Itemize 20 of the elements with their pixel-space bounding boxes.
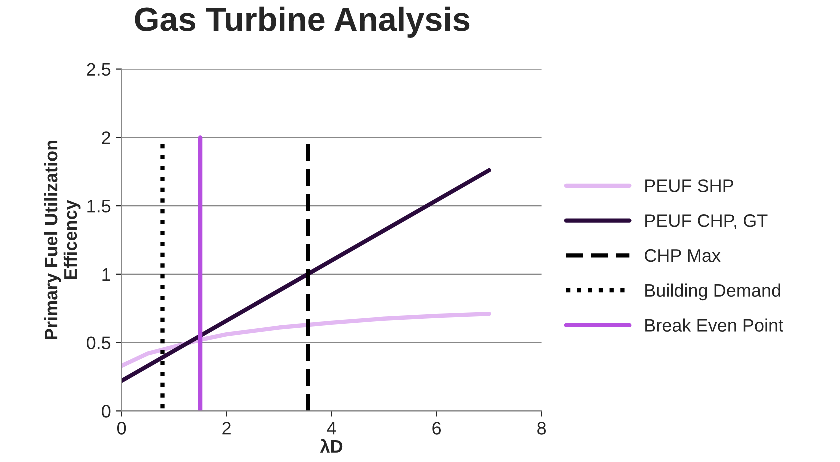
x-tick-label: 4 xyxy=(327,422,336,435)
x-tick-label: 2 xyxy=(222,422,231,435)
y-axis-title: Primary Fuel Utilization Efficency xyxy=(44,141,81,340)
chart-title: Gas Turbine Analysis xyxy=(135,6,470,38)
x-axis-title: λD xyxy=(320,439,343,453)
legend-label: PEUF SHP xyxy=(646,180,734,192)
legend-label: Building Demand xyxy=(646,284,780,301)
y-tick-label: 1.5 xyxy=(88,200,111,213)
y-tick-label: 2.5 xyxy=(87,63,111,76)
legend-label: Break Even Point xyxy=(646,318,784,332)
y-tick-label: 1 xyxy=(102,268,111,281)
y-tick-label: 0.5 xyxy=(86,336,111,350)
x-tick-label: 6 xyxy=(432,422,442,435)
line-series xyxy=(122,312,492,368)
x-tick-label: 8 xyxy=(538,422,546,435)
x-tick-label: 0 xyxy=(117,422,126,435)
legend-label: CHP Max xyxy=(645,249,721,262)
y-tick-label: 2 xyxy=(102,132,110,144)
legend-label: PEUF CHP, GT xyxy=(646,214,768,230)
y-tick-label: 0 xyxy=(102,405,111,418)
